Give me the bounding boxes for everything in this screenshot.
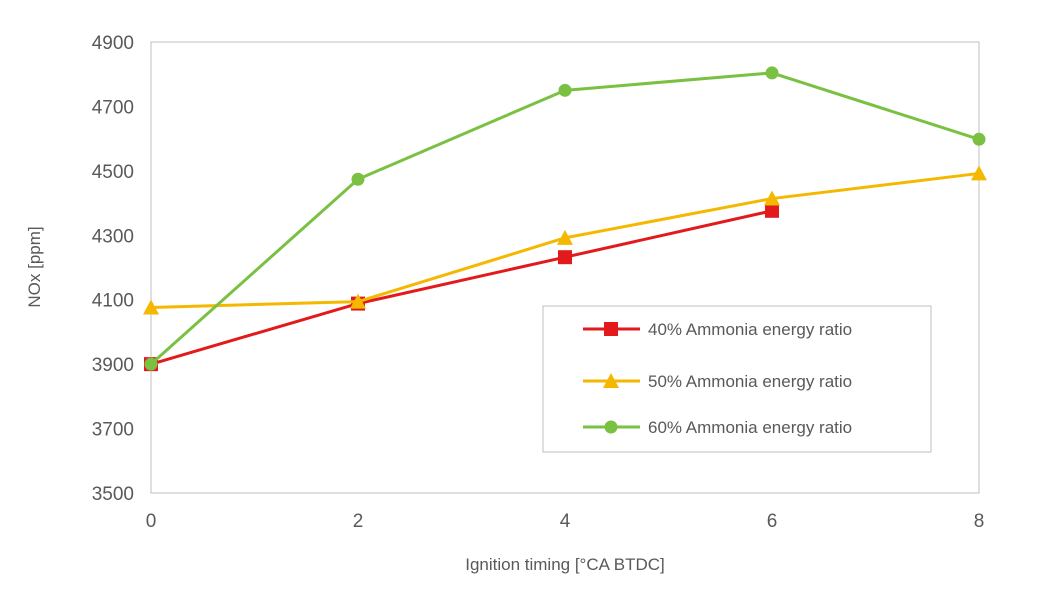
y-tick-label: 3700 xyxy=(92,420,134,441)
legend-item: 40% Ammonia energy ratio xyxy=(583,320,852,339)
legend-item: 60% Ammonia energy ratio xyxy=(583,418,852,437)
data-point xyxy=(765,203,779,218)
data-point xyxy=(350,293,366,309)
x-tick-label: 4 xyxy=(560,511,571,532)
data-point xyxy=(558,83,572,97)
legend: 40% Ammonia energy ratio 50% Ammonia ener… xyxy=(542,305,932,453)
y-tick-label: 4300 xyxy=(92,226,134,247)
data-point xyxy=(558,250,572,265)
data-point xyxy=(765,66,779,80)
legend-label: 50% Ammonia energy ratio xyxy=(648,372,852,391)
x-tick-label: 8 xyxy=(974,511,985,532)
series-3 xyxy=(144,66,986,371)
x-axis-ticks: 0 2 4 6 8 xyxy=(146,511,985,532)
legend-label: 40% Ammonia energy ratio xyxy=(648,320,852,339)
series-2 xyxy=(143,165,987,315)
data-point xyxy=(972,132,986,146)
plot-area-border xyxy=(150,41,980,494)
series-group xyxy=(143,66,987,372)
y-tick-label: 4900 xyxy=(92,33,134,54)
x-tick-label: 0 xyxy=(146,511,157,532)
x-axis-title: Ignition timing [°CA BTDC] xyxy=(465,555,665,574)
data-point xyxy=(604,322,618,336)
legend-items: 40% Ammonia energy ratio 50% Ammonia ener… xyxy=(583,320,852,437)
x-tick-label: 2 xyxy=(353,511,364,532)
series-line xyxy=(150,209,773,366)
y-axis-title: NOx [ppm] xyxy=(25,226,44,307)
data-point xyxy=(971,165,987,181)
y-axis-ticks: 3500 3700 3900 4100 4300 4500 4700 4900 xyxy=(92,33,134,505)
x-tick-label: 6 xyxy=(767,511,778,532)
data-point xyxy=(604,420,618,434)
y-tick-label: 4700 xyxy=(92,97,134,118)
data-point xyxy=(557,229,573,245)
y-tick-label: 4100 xyxy=(92,291,134,312)
y-tick-label: 3500 xyxy=(92,484,134,505)
data-point xyxy=(144,357,158,371)
y-tick-label: 4500 xyxy=(92,162,134,183)
data-point xyxy=(351,172,365,186)
y-tick-label: 3900 xyxy=(92,355,134,376)
data-point xyxy=(143,299,159,315)
legend-label: 60% Ammonia energy ratio xyxy=(648,418,852,437)
data-point xyxy=(764,190,780,206)
legend-item: 50% Ammonia energy ratio xyxy=(583,372,852,391)
data-point xyxy=(603,373,619,388)
